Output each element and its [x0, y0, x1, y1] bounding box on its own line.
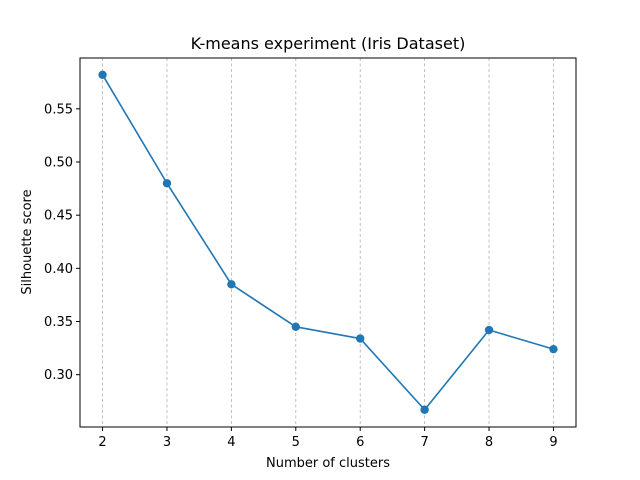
- x-axis-label: Number of clusters: [266, 456, 390, 471]
- x-tick-label: 4: [227, 435, 235, 450]
- x-axis-ticks: 2 3 4 5 6 7 8 9: [98, 427, 558, 450]
- data-point: [484, 325, 494, 335]
- x-tick-label: 6: [356, 435, 364, 450]
- grid-lines: [102, 58, 554, 427]
- y-tick-label: 0.45: [44, 209, 73, 224]
- x-tick-label: 3: [163, 435, 171, 450]
- y-tick-label: 0.55: [44, 102, 73, 117]
- data-point: [291, 322, 300, 332]
- x-tick-label: 8: [485, 435, 493, 450]
- data-point: [227, 280, 236, 289]
- x-tick-label: 7: [420, 435, 428, 450]
- x-tick-label: 2: [98, 435, 106, 450]
- x-tick-label: 5: [292, 435, 300, 450]
- plot-area-frame: [79, 57, 577, 428]
- data-point: [420, 405, 429, 414]
- series-line: [101, 74, 554, 411]
- y-tick-label: 0.50: [44, 156, 73, 171]
- x-tick-label: 9: [549, 435, 557, 450]
- data-point: [549, 344, 558, 354]
- y-axis-ticks: 0.30 0.35 0.40 0.45 0.50 0.55: [44, 102, 80, 383]
- y-tick-label: 0.30: [44, 368, 73, 383]
- y-tick-label: 0.40: [44, 262, 73, 277]
- data-point: [162, 179, 172, 188]
- data-point: [356, 334, 365, 343]
- chart-title: K-means experiment (Iris Dataset): [191, 34, 466, 53]
- y-axis-label: Silhouette score: [20, 189, 35, 294]
- y-tick-label: 0.35: [44, 315, 73, 330]
- data-point: [98, 70, 107, 80]
- data-series: [98, 70, 558, 414]
